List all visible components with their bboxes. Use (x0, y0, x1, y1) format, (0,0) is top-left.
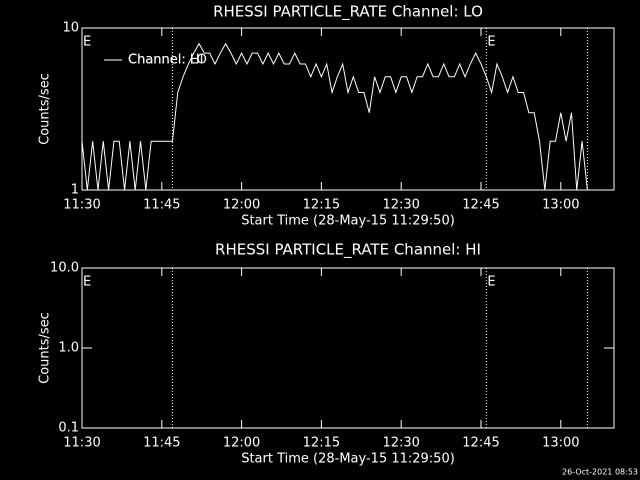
y-tick-label: 1 (71, 183, 79, 198)
plot-frame (81, 27, 615, 191)
x-tick-label: 12:15 (303, 436, 340, 451)
footer: 26-Oct-2021 08:53 (562, 468, 638, 477)
x-tick-label: 11:30 (63, 198, 100, 213)
y-tick-label: 10.0 (50, 261, 79, 276)
y-tick-label: 0.1 (58, 421, 79, 436)
data-line (81, 42, 588, 191)
x-tick-label: 12:00 (223, 198, 260, 213)
x-tick-label: 11:30 (63, 436, 100, 451)
annotation: E (487, 35, 495, 50)
annotation: E (83, 35, 91, 50)
y-axis-label: Counts/sec (38, 73, 53, 145)
y-tick-label: 10 (62, 21, 79, 36)
x-tick-label: 12:15 (303, 198, 340, 213)
x-tick-label: 11:45 (143, 198, 180, 213)
x-tick-label: 11:45 (143, 436, 180, 451)
x-tick-label: 12:45 (462, 436, 499, 451)
x-axis-label: Start Time (28-May-15 11:29:50) (241, 452, 455, 467)
y-axis-label: Counts/sec (38, 312, 53, 384)
x-tick-label: 12:30 (382, 198, 419, 213)
plot-frame (81, 267, 615, 429)
chart-title: RHESSI PARTICLE_RATE Channel: LO (213, 3, 483, 22)
x-tick-label: 12:00 (223, 436, 260, 451)
legend-label: Channel: HI (128, 53, 204, 68)
legend-label: Channel: LO (128, 53, 207, 68)
x-tick-label: 12:45 (462, 198, 499, 213)
chart-title: RHESSI PARTICLE_RATE Channel: HI (215, 241, 481, 260)
x-tick-label: 12:30 (382, 436, 419, 451)
annotation: E (487, 275, 495, 290)
y-tick-label: 1.0 (58, 341, 79, 356)
x-tick-label: 13:00 (542, 198, 579, 213)
x-axis-label: Start Time (28-May-15 11:29:50) (241, 214, 455, 229)
annotation: E (83, 275, 91, 290)
x-tick-label: 13:00 (542, 436, 579, 451)
